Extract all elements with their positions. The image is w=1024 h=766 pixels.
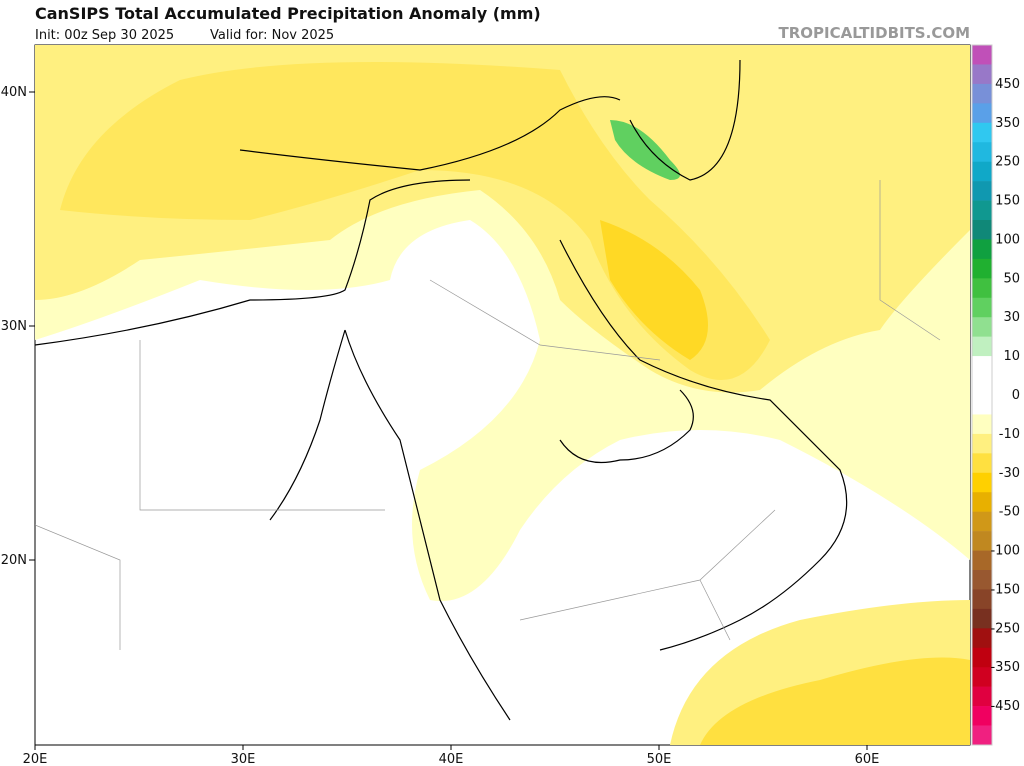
lon-label: 50E [647, 752, 672, 766]
colorbar-box [972, 608, 992, 629]
colorbar-box [972, 628, 992, 649]
colorbar-box [972, 492, 992, 512]
valid-time: Valid for: Nov 2025 [210, 28, 334, 43]
colorbar-box [972, 297, 992, 318]
colorbar-box [972, 725, 992, 746]
lon-label: 20E [23, 752, 48, 766]
colorbar-box [972, 336, 992, 357]
colorbar-box [972, 531, 992, 551]
colorbar-box [972, 103, 992, 124]
colorbar-box [972, 589, 992, 610]
axes: 40N 30N 20N 20E 30E 40E 50E 60E [1, 85, 880, 766]
colorbar-box [972, 83, 992, 104]
colorbar-label: -350 [990, 660, 1020, 675]
colorbar-label: 150 [995, 194, 1020, 209]
colorbar-box [972, 239, 992, 260]
watermark: TROPICALTIDBITS.COM [779, 24, 971, 42]
lon-label: 60E [855, 752, 880, 766]
colorbar-box [972, 161, 992, 182]
colorbar-frame [971, 44, 993, 746]
lon-label: 30E [231, 752, 256, 766]
lat-label: 40N [1, 85, 27, 100]
colorbar-box [972, 181, 992, 201]
colorbar-label: 10 [1003, 349, 1020, 364]
colorbar-box [972, 45, 992, 65]
colorbar-box [972, 122, 992, 143]
colorbar-box [972, 667, 992, 687]
colorbar-box [972, 356, 992, 376]
colorbar-box [972, 258, 992, 279]
colorbar-box [972, 686, 992, 707]
init-time: Init: 00z Sep 30 2025 [35, 28, 174, 43]
colorbar-label: -30 [999, 466, 1020, 481]
colorbar-box [972, 433, 992, 454]
colorbar-label: 0 [1012, 388, 1020, 403]
colorbar-box [972, 511, 992, 532]
colorbar-label: -100 [990, 544, 1020, 559]
lon-label: 40E [439, 752, 464, 766]
title: CanSIPS Total Accumulated Precipitation … [35, 4, 541, 23]
colorbar-box [972, 550, 992, 571]
colorbar-box [972, 472, 992, 493]
colorbar-box [972, 375, 992, 396]
colorbar-box [972, 395, 992, 415]
colorbar: 4503502501501005030100-10-30-50-100-150-… [971, 44, 1020, 746]
lat-label: 30N [1, 319, 27, 334]
colorbar-label: 350 [995, 116, 1020, 131]
colorbar-label: -50 [999, 505, 1020, 520]
colorbar-label: -450 [990, 699, 1020, 714]
lat-label: 20N [1, 553, 27, 568]
colorbar-box [972, 142, 992, 162]
map [34, 44, 971, 746]
colorbar-box [972, 706, 992, 726]
colorbar-box [972, 278, 992, 299]
colorbar-label: -250 [990, 621, 1020, 636]
colorbar-label: 450 [995, 77, 1020, 92]
colorbar-box [972, 317, 992, 337]
colorbar-label: -150 [990, 582, 1020, 597]
colorbar-label: -10 [999, 427, 1020, 442]
colorbar-label: 250 [995, 155, 1020, 170]
colorbar-label: 100 [995, 232, 1020, 247]
colorbar-box [972, 570, 992, 590]
colorbar-box [972, 200, 992, 221]
colorbar-box [972, 414, 992, 435]
colorbar-box [972, 647, 992, 668]
colorbar-box [972, 220, 992, 240]
colorbar-label: 50 [1003, 271, 1020, 286]
colorbar-box [972, 64, 992, 85]
colorbar-box [972, 453, 992, 474]
colorbar-label: 30 [1003, 310, 1020, 325]
